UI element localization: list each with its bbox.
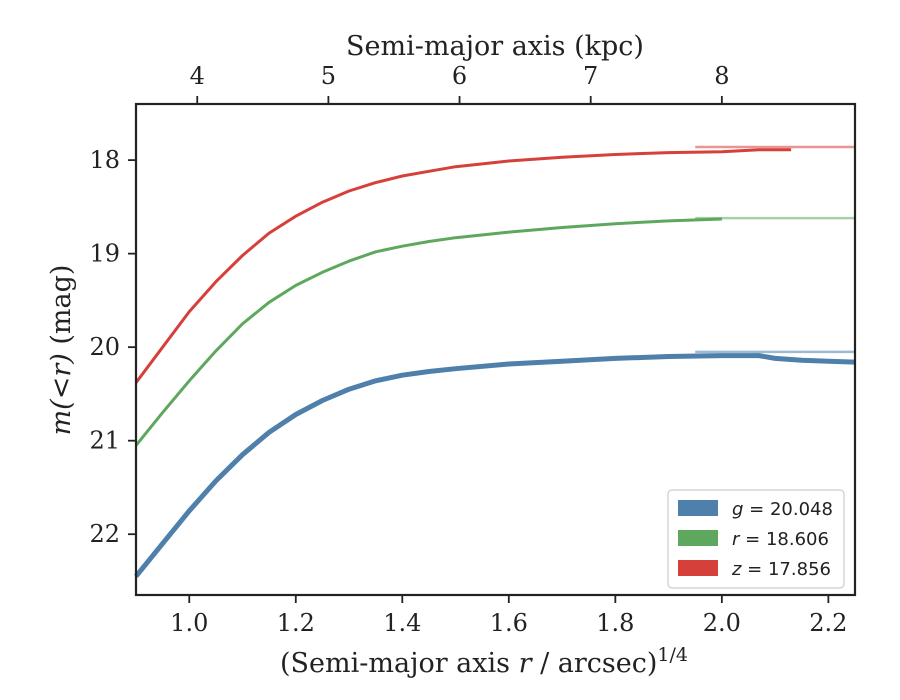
top-x-tick-label: 6 [452, 62, 467, 90]
x-tick-label: 1.2 [277, 609, 315, 637]
y-tick-label: 19 [89, 240, 120, 268]
top-axis-title: Semi-major axis (kpc) [346, 31, 644, 62]
series-z-line [134, 148, 792, 384]
xlabel-sup: 1/4 [657, 644, 688, 666]
legend-label-z: z = 17.856 [731, 559, 831, 580]
series-g-line [134, 353, 856, 578]
x-tick-label: 1.6 [490, 609, 528, 637]
x-tick-label: 2.2 [809, 609, 847, 637]
x-tick-label: 2.0 [703, 609, 741, 637]
curves-layer [134, 145, 856, 578]
xlabel-var: r [519, 648, 534, 679]
y-tick-label: 20 [89, 333, 120, 361]
top-x-tick-label: 7 [583, 62, 598, 90]
ylabel-var-pre: m [46, 410, 77, 436]
ticks-layer: 1.0 1.2 1.4 1.6 1.8 2.0 2.2 18 19 20 21 22 4 5 6 7 8 [89, 62, 847, 637]
plot-frame [134, 102, 857, 597]
top-x-tick-label: 4 [190, 62, 205, 90]
legend-swatch-z [678, 560, 718, 576]
x-tick-label: 1.8 [596, 609, 634, 637]
y-tick-label: 22 [89, 520, 120, 548]
bottom-axis-title: (Semi-major axis r / arcsec)1/4 [280, 644, 688, 679]
axes-layer [134, 102, 857, 597]
ylabel-post: (mag) [46, 265, 77, 354]
ylabel-var-mid: (<r) [46, 353, 77, 410]
y-tick-label: 21 [89, 427, 120, 455]
x-tick-label: 1.4 [383, 609, 421, 637]
top-x-tick-label: 8 [714, 62, 729, 90]
xlabel-post: / arcsec) [532, 648, 658, 679]
legend: g = 20.048 r = 18.606 z = 17.856 [667, 489, 845, 589]
x-tick-label: 1.0 [170, 609, 208, 637]
y-tick-label: 18 [89, 146, 120, 174]
legend-swatch-r [678, 530, 718, 546]
legend-label-g: g = 20.048 [732, 499, 833, 520]
legend-swatch-g [678, 500, 718, 516]
legend-label-r: r = 18.606 [732, 529, 829, 550]
left-axis-title: m(<r) (mag) [46, 265, 77, 436]
xlabel-pre: (Semi-major axis [280, 648, 519, 679]
series-r-line [134, 217, 722, 447]
top-x-tick-label: 5 [321, 62, 336, 90]
